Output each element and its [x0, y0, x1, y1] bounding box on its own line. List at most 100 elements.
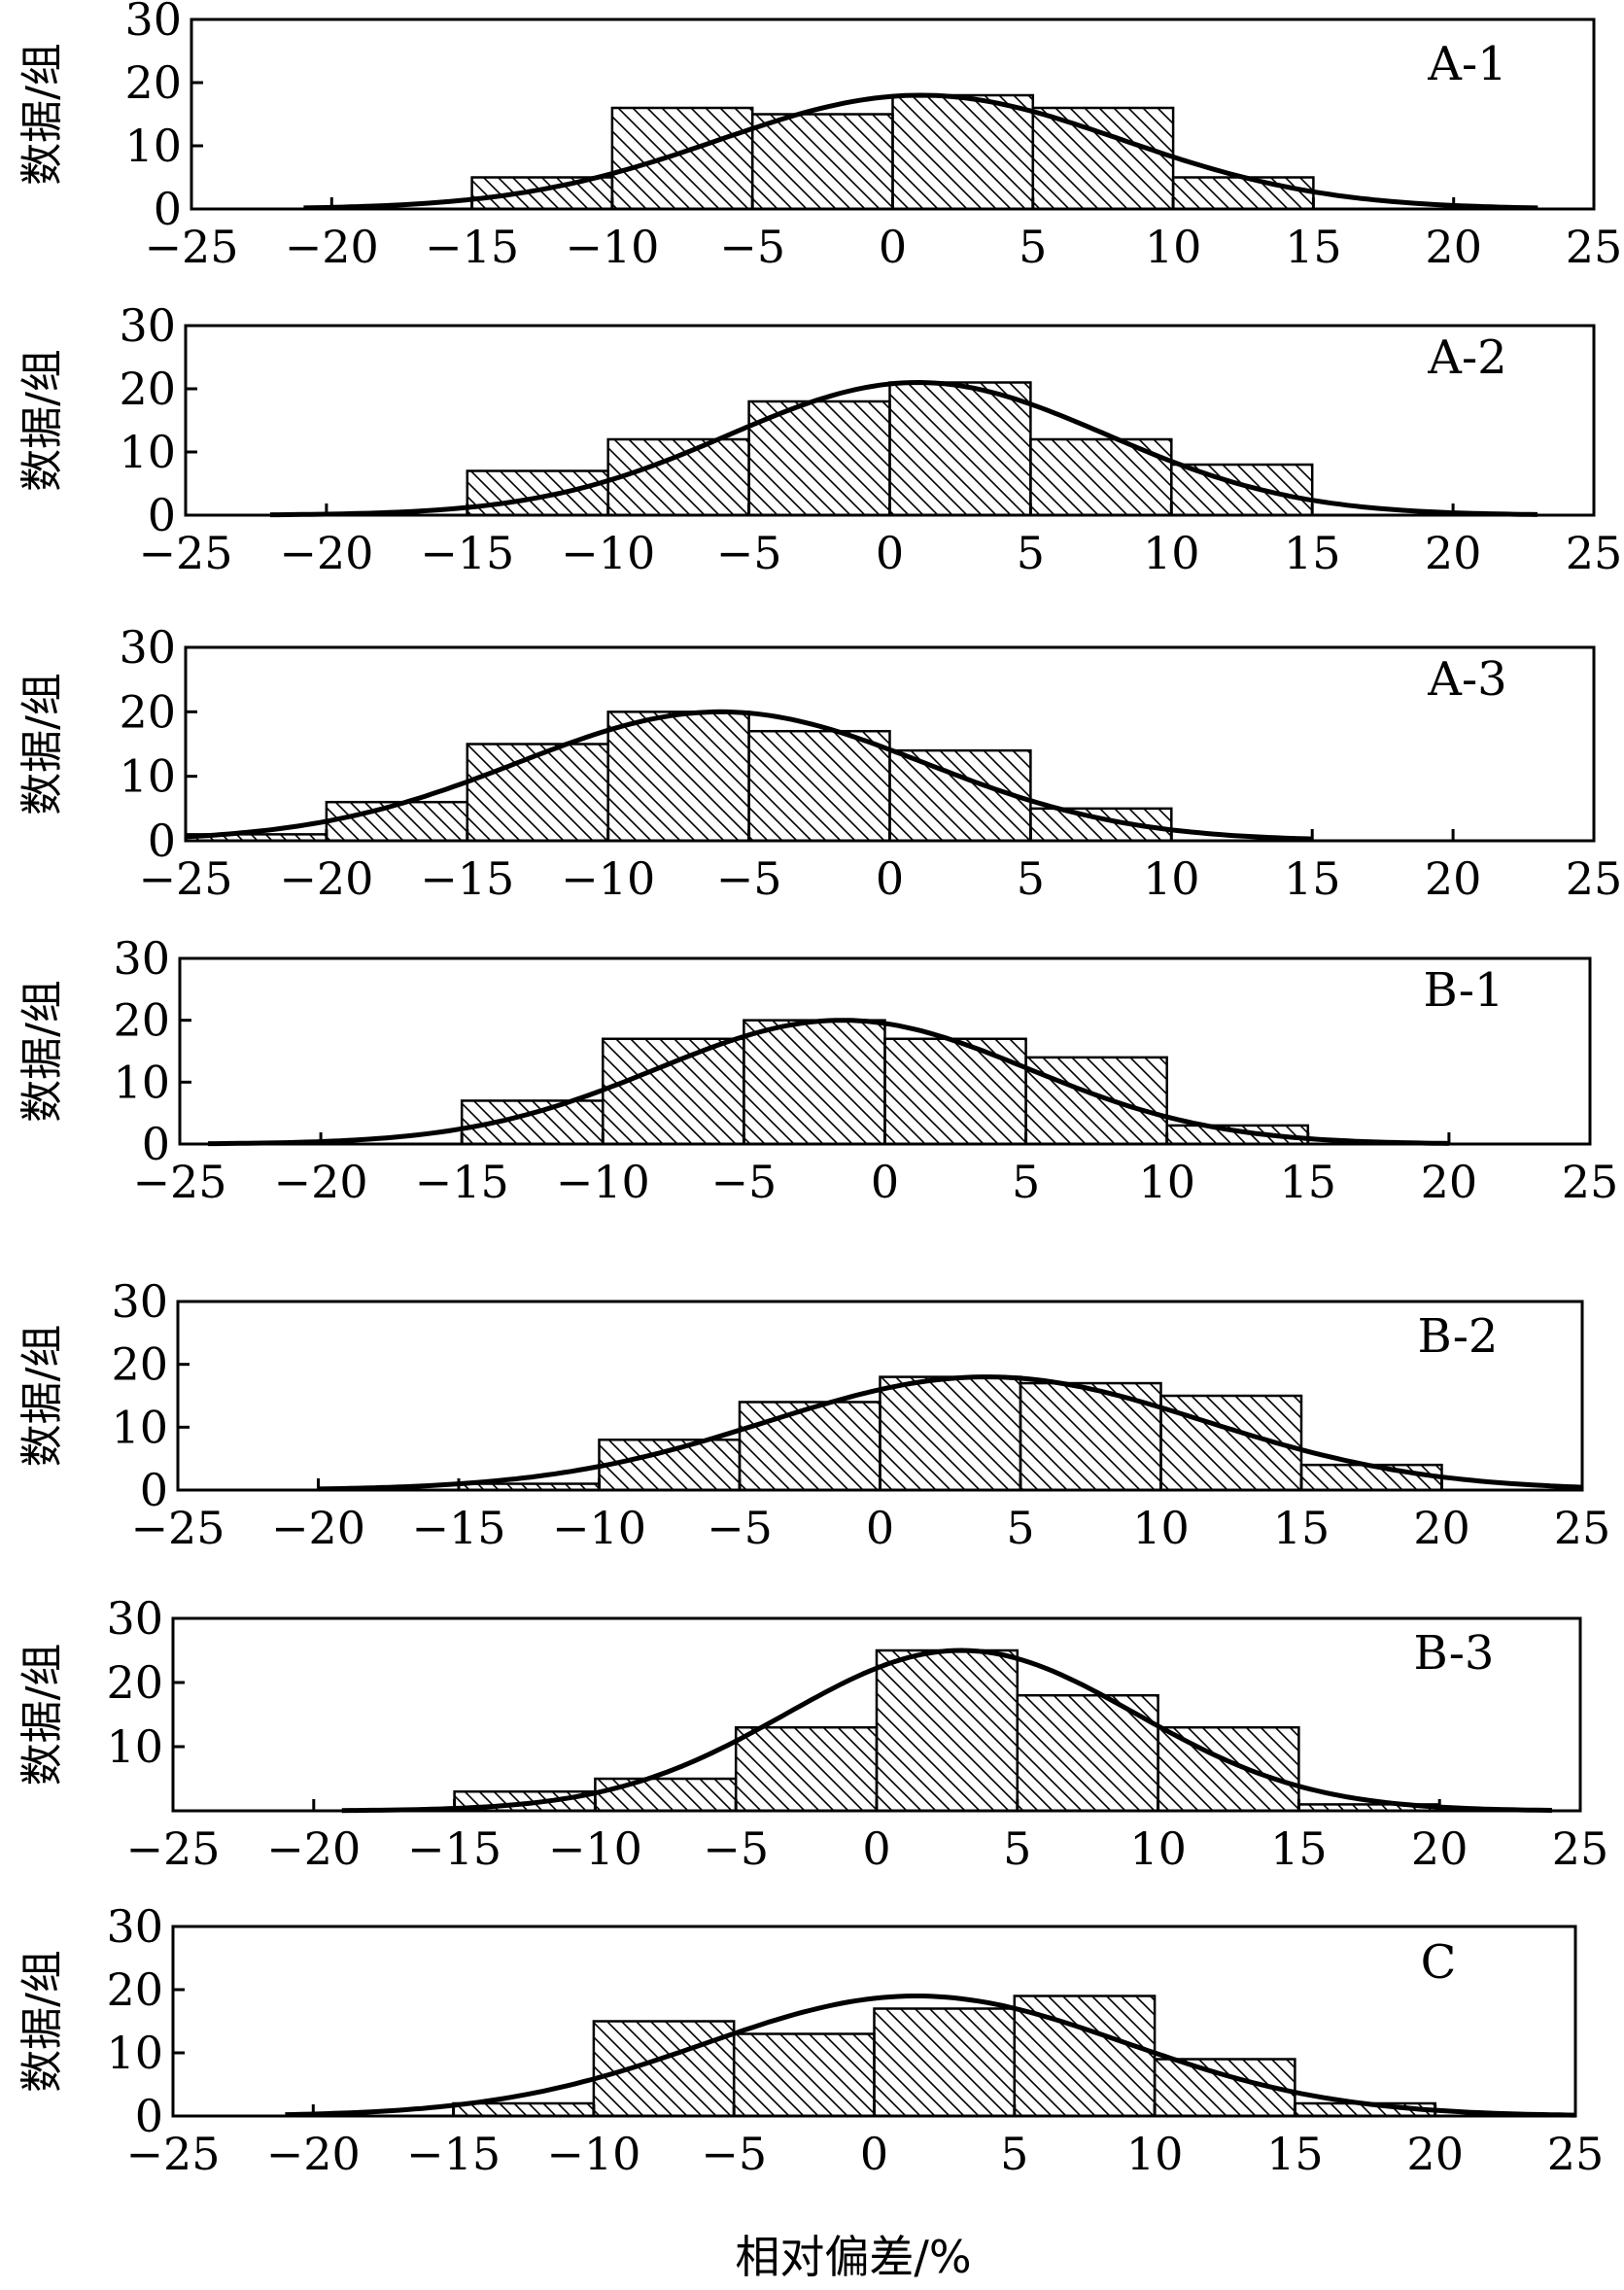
x-tick-label: −10 — [561, 852, 655, 905]
x-tick-label: −20 — [279, 852, 373, 905]
x-tick-label: 20 — [1413, 1502, 1470, 1554]
y-tick-label: 10 — [119, 750, 176, 803]
panel-a-2: −25 −20 −15 −10 −5 0 5 10 15 20 25 0 10 20 30 数据/组 A-2 — [17, 299, 1622, 579]
normal-curve — [303, 92, 1538, 211]
bar — [734, 1725, 879, 1813]
x-tick-label: −25 — [132, 1156, 226, 1208]
x-tick-label: −20 — [266, 2128, 361, 2180]
bar — [891, 93, 1035, 211]
x-tick-label: −10 — [565, 221, 659, 273]
y-tick-label: 30 — [119, 621, 176, 674]
panel-label: B-1 — [1424, 963, 1504, 1018]
y-axis-title: 数据/组 — [17, 980, 67, 1123]
panel-c: −25 −20 −15 −10 −5 0 5 10 15 20 25 0 10 20 30 数据/组 C — [17, 1900, 1604, 2180]
bar — [1031, 106, 1175, 211]
x-tick-label: −10 — [548, 1822, 642, 1875]
y-axis-title: 数据/组 — [17, 349, 67, 492]
x-tick-label: 25 — [1552, 1822, 1609, 1875]
x-tick-label: 0 — [862, 1822, 890, 1875]
x-tick-label: 10 — [1132, 1502, 1190, 1554]
bar — [738, 1401, 881, 1492]
bar — [602, 1037, 745, 1146]
y-tick-label: 0 — [148, 815, 176, 867]
y-tick-label: 10 — [106, 2027, 163, 2079]
x-tick-label: −10 — [561, 527, 655, 579]
x-tick-label: 15 — [1280, 1156, 1337, 1208]
x-tick-label: 0 — [879, 221, 907, 273]
x-tick-label: 15 — [1270, 1822, 1328, 1875]
x-tick-label: −20 — [285, 221, 379, 273]
x-tick-label: −5 — [710, 1156, 777, 1208]
x-tick-label: 25 — [1554, 1502, 1611, 1554]
bar — [610, 106, 754, 211]
bar — [873, 2007, 1017, 2118]
y-tick-label: 10 — [124, 120, 182, 172]
bar — [1171, 176, 1315, 211]
panel-b-3: −25 −20 −15 −10 −5 0 5 10 15 20 25 10 20 30 数据/组 B-3 — [17, 1592, 1608, 1875]
x-tick-label: 5 — [1017, 527, 1045, 579]
x-tick-label: −10 — [546, 2128, 640, 2180]
bar — [883, 1037, 1027, 1146]
x-tick-label: 25 — [1547, 2128, 1605, 2180]
x-tick-label: 20 — [1425, 527, 1482, 579]
x-tick-label: −20 — [274, 1156, 368, 1208]
x-tick-label: 10 — [1145, 221, 1202, 273]
bar — [592, 2020, 736, 2118]
bar — [466, 743, 609, 843]
y-tick-label: 30 — [119, 299, 176, 352]
x-tick-label: 0 — [876, 852, 904, 905]
x-tick-label: 5 — [1019, 221, 1047, 273]
x-tick-label: 20 — [1425, 221, 1482, 273]
x-tick-label: 10 — [1138, 1156, 1195, 1208]
x-tick-label: −15 — [406, 2128, 501, 2180]
bar — [879, 1375, 1022, 1492]
bar — [466, 469, 609, 517]
x-tick-label: 10 — [1143, 852, 1200, 905]
x-tick-label: −25 — [125, 1822, 220, 1875]
panel-b-1: −25 −20 −15 −10 −5 0 5 10 15 20 25 0 10 20 30 数据/组 B-1 — [17, 932, 1618, 1208]
y-axis-title: 数据/组 — [17, 43, 67, 186]
y-tick-label: 30 — [124, 0, 182, 46]
x-tick-label: 10 — [1143, 527, 1200, 579]
x-tick-label: 25 — [1562, 1156, 1619, 1208]
bar — [606, 437, 750, 517]
panel-label: C — [1421, 1935, 1457, 1990]
x-tick-label: −10 — [552, 1502, 646, 1554]
x-tick-label: −15 — [420, 852, 514, 905]
y-tick-label: 20 — [113, 994, 170, 1047]
bar — [594, 1777, 738, 1813]
x-tick-label: 25 — [1566, 527, 1623, 579]
y-tick-label: 20 — [106, 1963, 163, 2016]
y-tick-label: 30 — [106, 1592, 163, 1645]
bar — [750, 113, 894, 211]
y-tick-label: 20 — [111, 1338, 168, 1391]
y-tick-label: 20 — [124, 56, 182, 109]
bar — [1299, 1463, 1443, 1492]
x-tick-label: −5 — [703, 1822, 769, 1875]
x-tick-label: −25 — [144, 221, 238, 273]
bar — [875, 1648, 1019, 1813]
y-tick-label: 30 — [113, 932, 170, 985]
x-tick-label: 5 — [1000, 2128, 1028, 2180]
x-tick-label: 0 — [876, 527, 904, 579]
bar — [888, 381, 1032, 517]
bar — [743, 1019, 886, 1146]
panel-label: B-2 — [1418, 1309, 1499, 1364]
x-tick-label: 0 — [866, 1502, 894, 1554]
normal-curve — [269, 379, 1538, 518]
y-tick-label: 0 — [135, 2090, 163, 2142]
bar — [325, 800, 469, 843]
normal-curve — [285, 1994, 1576, 2118]
y-tick-label: 30 — [106, 1900, 163, 1953]
x-tick-label: −15 — [425, 221, 519, 273]
x-tick-label: 15 — [1273, 1502, 1330, 1554]
x-tick-label: −5 — [716, 852, 782, 905]
x-tick-label: 20 — [1425, 852, 1482, 905]
x-tick-label: −5 — [716, 527, 782, 579]
y-tick-label: 10 — [113, 1056, 170, 1108]
normal-curve — [341, 1648, 1553, 1814]
bar — [606, 711, 750, 843]
x-tick-label: 25 — [1566, 852, 1623, 905]
